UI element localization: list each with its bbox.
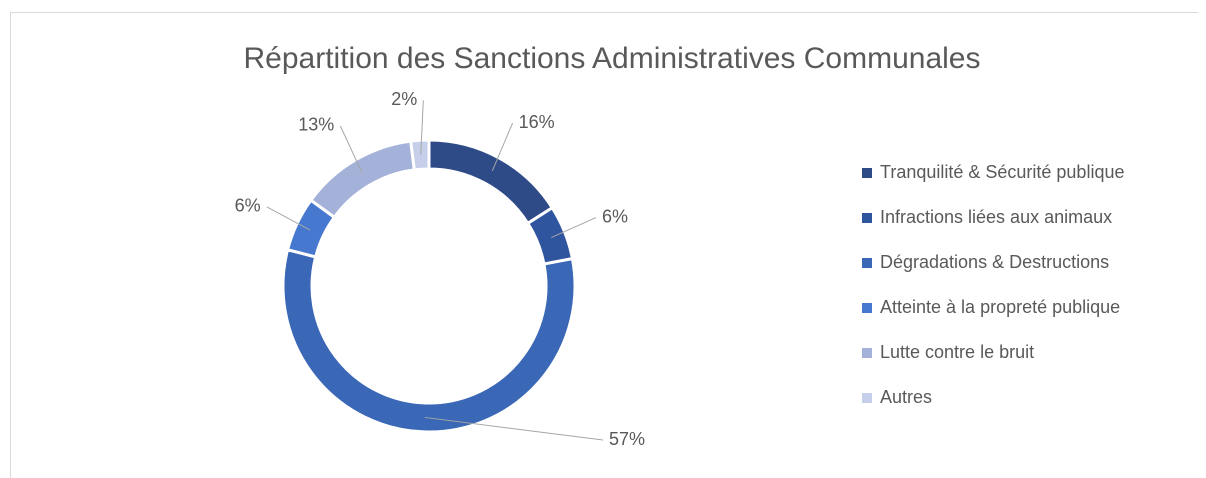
donut-segment xyxy=(308,139,417,220)
leader-line xyxy=(420,100,424,155)
leader-line xyxy=(339,125,363,174)
leader-line xyxy=(491,122,514,171)
chart-title: Répartition des Sanctions Administrative… xyxy=(243,42,980,75)
donut-segment xyxy=(409,138,431,172)
chart-frame xyxy=(10,12,1198,478)
legend-swatch xyxy=(862,258,872,268)
data-label: 16% xyxy=(519,112,555,132)
legend-label: Atteinte à la propreté publique xyxy=(880,297,1120,317)
data-label: 6% xyxy=(235,196,261,216)
donut-segment xyxy=(281,247,577,434)
legend-label: Tranquilité & Sécurité publique xyxy=(880,162,1124,182)
legend-swatch xyxy=(862,348,872,358)
leader-line xyxy=(424,416,604,441)
leader-line xyxy=(266,206,311,231)
donut-segment xyxy=(427,138,555,226)
legend-label: Infractions liées aux animaux xyxy=(880,207,1112,227)
legend-label: Lutte contre le bruit xyxy=(880,342,1034,362)
leader-line xyxy=(551,217,597,239)
legend-swatch xyxy=(862,168,872,178)
data-label: 13% xyxy=(298,115,334,135)
legend-swatch xyxy=(862,213,872,223)
legend-label: Dégradations & Destructions xyxy=(880,252,1109,272)
legend-swatch xyxy=(862,393,872,403)
data-label: 6% xyxy=(602,206,628,226)
data-label: 2% xyxy=(391,89,417,109)
legend-swatch xyxy=(862,303,872,313)
data-label: 57% xyxy=(609,429,645,449)
legend-label: Autres xyxy=(880,387,932,407)
